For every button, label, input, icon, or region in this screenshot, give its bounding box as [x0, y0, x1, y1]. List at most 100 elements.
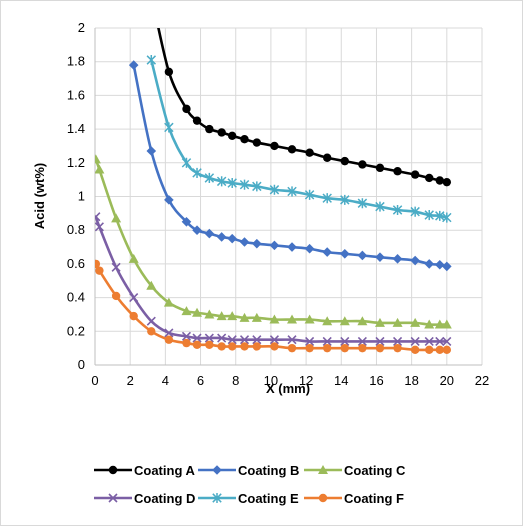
y-tick-label: 0.6	[67, 256, 85, 271]
data-point-coating-e	[269, 184, 280, 195]
data-point-coating-d	[375, 336, 385, 346]
legend-marker-coating-b	[212, 465, 222, 475]
data-point-coating-f	[425, 345, 434, 355]
data-point-coating-b	[181, 216, 192, 227]
data-point-coating-b	[216, 232, 227, 242]
legend-item-coating-a: Coating A	[94, 463, 196, 478]
data-point-coating-b	[375, 252, 385, 262]
x-tick-label: 20	[440, 373, 454, 388]
legend-item-coating-b: Coating B	[198, 463, 299, 478]
data-point-coating-f	[228, 342, 237, 351]
data-point-coating-a	[228, 131, 237, 141]
data-point-coating-d	[204, 333, 214, 343]
data-point-coating-f	[375, 343, 385, 353]
data-point-coating-c	[269, 314, 280, 324]
data-point-coating-b	[410, 255, 420, 266]
data-point-coating-b	[164, 195, 174, 205]
data-point-coating-f	[129, 311, 138, 321]
data-point-coating-b	[239, 237, 250, 247]
data-point-coating-a	[305, 148, 314, 157]
series-layer	[95, 28, 452, 355]
data-point-coating-a	[240, 135, 249, 144]
data-point-coating-e	[424, 209, 434, 221]
data-point-coating-d	[164, 328, 174, 338]
x-tick-label: 22	[475, 373, 489, 388]
data-point-coating-e	[204, 172, 215, 184]
data-point-coating-d	[392, 336, 403, 346]
data-point-coating-c	[181, 306, 192, 316]
legend: Coating A Coating B Coating C Coating D Coat…	[94, 463, 406, 506]
data-point-coating-e	[239, 179, 250, 190]
data-point-coating-b	[128, 60, 139, 70]
series-line-coating-b	[132, 64, 448, 268]
series-line-coating-a	[157, 28, 448, 184]
data-point-coating-f	[305, 343, 314, 353]
data-point-coating-f	[252, 342, 262, 351]
data-point-coating-c	[192, 307, 203, 317]
data-point-coating-c	[392, 317, 403, 327]
data-point-coating-f	[287, 343, 297, 353]
data-point-coating-c	[227, 311, 238, 321]
data-point-coating-e	[392, 204, 403, 216]
data-point-coating-b	[192, 225, 202, 235]
data-point-coating-a	[205, 124, 214, 134]
data-point-coating-c	[424, 319, 435, 329]
data-point-coating-b	[204, 228, 215, 239]
x-axis-title: X (mm)	[266, 381, 310, 396]
data-point-coating-e	[375, 201, 385, 212]
data-point-coating-e	[252, 181, 262, 192]
data-point-coating-c	[322, 316, 333, 326]
data-point-coating-b	[442, 261, 452, 272]
data-point-coating-d	[424, 336, 434, 346]
data-point-coating-b	[287, 242, 297, 252]
legend-label-coating-b: Coating B	[238, 463, 299, 478]
series-coating-b	[128, 60, 452, 272]
data-point-coating-c	[204, 309, 215, 319]
data-point-coating-c	[111, 213, 122, 223]
data-point-coating-d	[305, 336, 315, 346]
data-point-coating-f	[95, 266, 104, 275]
data-point-coating-d	[357, 336, 367, 346]
data-point-coating-b	[269, 240, 280, 251]
y-tick-label: 2	[78, 20, 85, 35]
data-point-coating-a	[375, 163, 385, 173]
data-point-coating-f	[393, 343, 402, 353]
data-point-coating-d	[269, 335, 279, 345]
data-point-coating-a	[192, 116, 202, 125]
y-tick-label: 1.4	[67, 121, 85, 136]
data-point-coating-b	[252, 238, 262, 249]
data-point-coating-c	[374, 317, 385, 327]
data-point-coating-b	[146, 146, 157, 156]
data-point-coating-d	[322, 336, 332, 346]
data-point-coating-e	[164, 122, 174, 133]
y-tick-label: 0.4	[67, 290, 85, 305]
data-point-coating-f	[358, 343, 367, 353]
data-point-coating-e	[340, 194, 350, 205]
data-point-coating-d	[442, 336, 452, 346]
data-point-coating-d	[239, 335, 250, 345]
data-point-coating-f	[410, 345, 420, 355]
data-point-coating-c	[339, 316, 350, 326]
legend-marker-coating-e	[212, 492, 222, 504]
data-point-coating-a	[270, 141, 279, 151]
data-point-coating-d	[95, 212, 101, 222]
data-point-coating-a	[435, 176, 444, 185]
series-line-coating-e	[150, 59, 448, 219]
data-point-coating-a	[358, 160, 367, 169]
data-point-coating-f	[270, 342, 279, 351]
data-point-coating-a	[217, 128, 226, 137]
data-point-coating-d	[192, 333, 202, 343]
legend-label-coating-d: Coating D	[134, 491, 195, 506]
data-point-coating-f	[340, 343, 349, 353]
y-tick-label: 1	[78, 189, 85, 204]
data-point-coating-b	[304, 243, 315, 254]
data-point-coating-c	[251, 312, 262, 322]
data-point-coating-f	[435, 345, 444, 355]
data-point-coating-e	[304, 189, 315, 200]
series-coating-f	[95, 259, 452, 355]
data-point-coating-c	[357, 316, 368, 326]
data-point-coating-d	[252, 335, 262, 345]
x-tick-label: 18	[404, 373, 418, 388]
